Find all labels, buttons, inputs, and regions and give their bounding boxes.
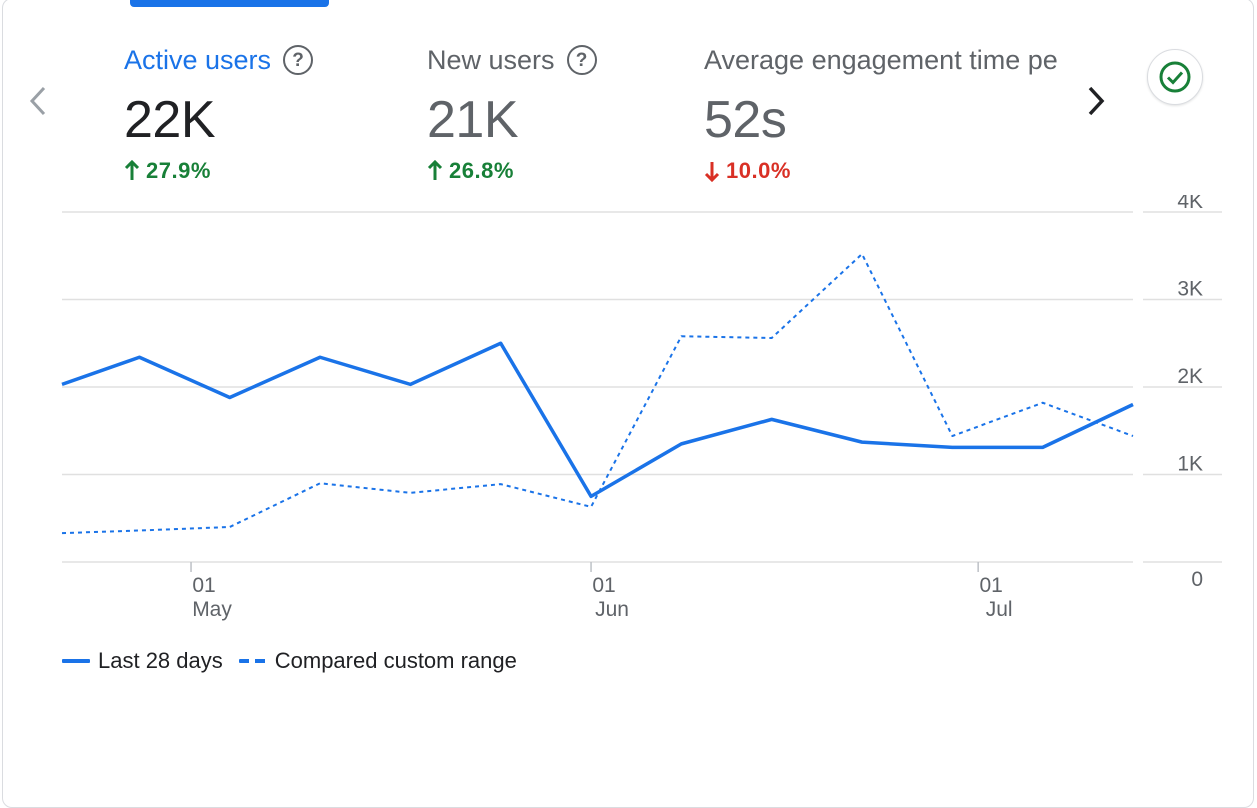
metric-avg-engagement-time[interactable]: Average engagement time per active user … bbox=[704, 40, 1059, 184]
x-tick-day: 01 bbox=[192, 574, 215, 597]
metric-value: 21K bbox=[427, 90, 597, 150]
y-tick-label: 4K bbox=[1177, 195, 1203, 213]
x-tick-month: May bbox=[192, 598, 232, 621]
legend-swatch-dashed bbox=[239, 659, 267, 663]
series-line-last-28-days bbox=[62, 343, 1133, 496]
y-tick-label: 3K bbox=[1177, 278, 1203, 301]
metric-label: Active users bbox=[124, 45, 271, 76]
y-tick-label: 0 bbox=[1191, 568, 1203, 591]
chart-legend: Last 28 days Compared custom range bbox=[62, 648, 533, 674]
arrow-down-icon bbox=[704, 160, 720, 182]
x-tick-day: 01 bbox=[979, 574, 1002, 597]
chevron-left-icon[interactable] bbox=[24, 84, 54, 118]
x-tick-month: Jun bbox=[595, 598, 629, 621]
check-circle-icon[interactable] bbox=[1147, 49, 1203, 105]
x-tick-month: Jul bbox=[986, 598, 1013, 621]
x-tick-day: 01 bbox=[592, 574, 615, 597]
help-circle-icon[interactable]: ? bbox=[283, 45, 313, 75]
metric-new-users[interactable]: New users ? 21K 26.8% bbox=[427, 40, 597, 184]
metric-value: 52s bbox=[704, 90, 1059, 150]
legend-label: Last 28 days bbox=[98, 648, 223, 674]
metric-change: 10.0% bbox=[704, 158, 1059, 184]
y-tick-label: 1K bbox=[1177, 453, 1203, 476]
legend-swatch-solid bbox=[62, 659, 90, 663]
metric-change: 26.8% bbox=[427, 158, 597, 184]
active-tab-indicator bbox=[130, 0, 329, 7]
metric-active-users[interactable]: Active users ? 22K 27.9% bbox=[124, 40, 313, 184]
legend-item-last-28-days[interactable]: Last 28 days bbox=[62, 648, 223, 674]
metric-change-value: 10.0% bbox=[726, 158, 791, 184]
legend-label: Compared custom range bbox=[275, 648, 517, 674]
metric-label: Average engagement time per active user bbox=[704, 45, 1059, 76]
y-tick-label: 2K bbox=[1177, 365, 1203, 388]
metric-value: 22K bbox=[124, 90, 313, 150]
metric-change: 27.9% bbox=[124, 158, 313, 184]
metric-change-value: 26.8% bbox=[449, 158, 514, 184]
arrow-up-icon bbox=[124, 160, 140, 182]
metric-change-value: 27.9% bbox=[146, 158, 211, 184]
arrow-up-icon bbox=[427, 160, 443, 182]
chevron-right-icon[interactable] bbox=[1082, 84, 1112, 118]
legend-item-compared-range[interactable]: Compared custom range bbox=[239, 648, 517, 674]
metric-label: New users bbox=[427, 45, 555, 76]
help-circle-icon[interactable]: ? bbox=[567, 45, 597, 75]
